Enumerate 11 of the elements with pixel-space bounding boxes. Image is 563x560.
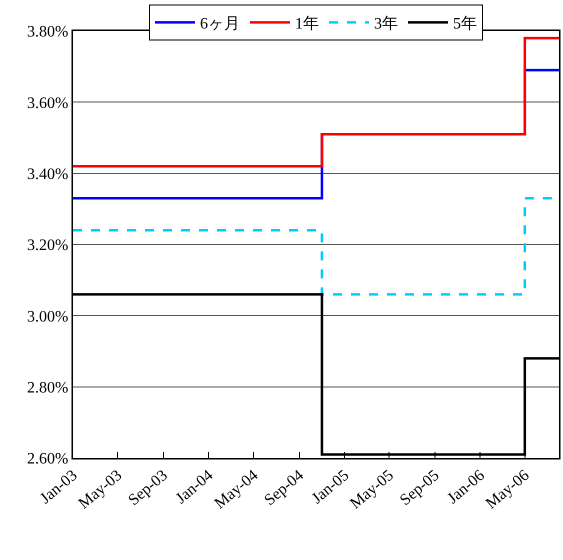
y-tick-label: 3.40%: [26, 166, 68, 183]
y-tick-label: 3.20%: [26, 237, 68, 254]
legend-label: 6ヶ月: [200, 16, 240, 33]
y-tick-label: 2.80%: [26, 379, 68, 396]
y-tick-label: 3.80%: [26, 24, 68, 41]
legend-label: 5年: [453, 16, 477, 33]
y-tick-label: 2.60%: [26, 450, 68, 468]
y-tick-label: 3.60%: [26, 94, 68, 112]
legend-label: 1年: [295, 16, 319, 33]
legend-label: 3年: [374, 16, 398, 33]
y-tick-label: 3.00%: [26, 308, 68, 326]
